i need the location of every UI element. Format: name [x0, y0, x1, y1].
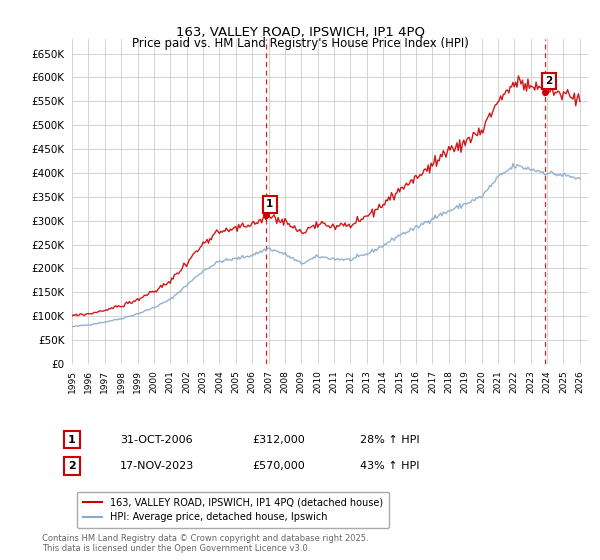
Text: 17-NOV-2023: 17-NOV-2023: [120, 461, 194, 471]
Text: 1: 1: [266, 199, 274, 209]
Text: Contains HM Land Registry data © Crown copyright and database right 2025.
This d: Contains HM Land Registry data © Crown c…: [42, 534, 368, 553]
Text: 28% ↑ HPI: 28% ↑ HPI: [360, 435, 419, 445]
Text: 2: 2: [545, 76, 553, 86]
Text: £570,000: £570,000: [252, 461, 305, 471]
Text: 43% ↑ HPI: 43% ↑ HPI: [360, 461, 419, 471]
Text: 31-OCT-2006: 31-OCT-2006: [120, 435, 193, 445]
Text: Price paid vs. HM Land Registry's House Price Index (HPI): Price paid vs. HM Land Registry's House …: [131, 37, 469, 50]
Text: 163, VALLEY ROAD, IPSWICH, IP1 4PQ: 163, VALLEY ROAD, IPSWICH, IP1 4PQ: [176, 25, 425, 38]
Legend: 163, VALLEY ROAD, IPSWICH, IP1 4PQ (detached house), HPI: Average price, detache: 163, VALLEY ROAD, IPSWICH, IP1 4PQ (deta…: [77, 492, 389, 528]
Text: 2: 2: [68, 461, 76, 471]
Text: 1: 1: [68, 435, 76, 445]
Text: £312,000: £312,000: [252, 435, 305, 445]
